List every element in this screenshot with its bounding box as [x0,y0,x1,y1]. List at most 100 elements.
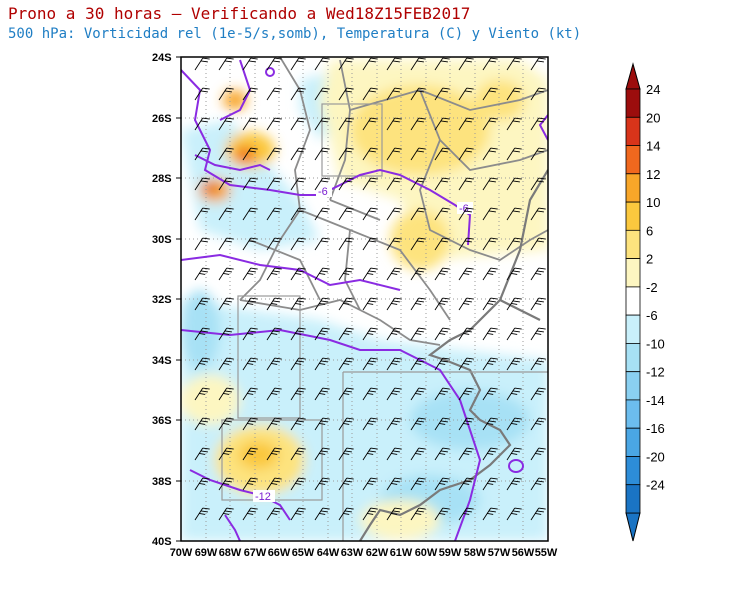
wind-barb [482,297,498,311]
wind-barb [506,327,522,341]
wind-barb [530,417,546,431]
wind-barb [266,237,282,251]
colorbar-label: 2 [646,252,653,267]
wind-barb [434,327,450,341]
wind-barb [530,177,546,191]
wind-barb [386,57,402,71]
wind-barb [362,507,378,521]
wind-barb [458,237,474,251]
wind-barb [314,237,330,251]
wind-barb [482,387,498,401]
wind-barb [506,177,522,191]
lon-label: 68W [219,547,242,559]
wind-barb [290,447,306,461]
wind-barb [194,117,210,131]
wind-barb [506,147,522,161]
colorbar-label: -14 [646,393,665,408]
colorbar-bottom-arrow [625,512,641,542]
wind-barb [290,177,306,191]
wind-barb [506,357,522,371]
wind-barb [314,267,330,281]
wind-barb [458,447,474,461]
wind-barb [482,447,498,461]
wind-barb [266,477,282,491]
colorbar-swatch [625,456,641,486]
wind-barb [290,327,306,341]
wind-barb [266,447,282,461]
wind-barb [314,297,330,311]
wind-barb [530,147,546,161]
colorbar-swatch [625,399,641,429]
lon-label: 56W [512,547,535,559]
wind-barb [290,117,306,131]
wind-barb [362,447,378,461]
lat-label: 24S [152,52,172,64]
wind-barb [338,207,354,221]
wind-barb [266,297,282,311]
wind-barb [266,147,282,161]
wind-barb [506,57,522,71]
lat-label: 34S [152,355,172,367]
coastline [359,169,548,541]
wind-barb [386,147,402,161]
wind-barb [194,207,210,221]
wind-barb [482,117,498,131]
wind-barb [434,267,450,281]
colorbar-label: 10 [646,195,660,210]
lon-label: 65W [292,547,315,559]
wind-barb [194,447,210,461]
lat-label: 26S [152,113,172,125]
wind-barb [266,417,282,431]
wind-barb [482,417,498,431]
lat-label: 36S [152,415,172,427]
wind-barb [530,387,546,401]
wind-barb [338,147,354,161]
wind-barb [458,147,474,161]
wind-barb [290,417,306,431]
wind-barb [482,87,498,101]
wind-barb [266,207,282,221]
wind-barb [338,177,354,191]
colorbar-top-arrow [625,62,641,90]
wind-barb [314,147,330,161]
colorbar-swatch [625,173,641,203]
wind-barb [482,57,498,71]
wind-barb [194,387,210,401]
wind-barb [362,147,378,161]
wind-barb [530,87,546,101]
map-subtitle: 500 hPa: Vorticidad rel (1e-5/s,somb), T… [8,26,582,42]
wind-barb [242,267,258,281]
wind-barb [218,507,234,521]
wind-barb [458,417,474,431]
wind-barb [338,477,354,491]
wind-barb [386,417,402,431]
wind-barb [314,207,330,221]
wind-barb [242,177,258,191]
wind-barb [410,387,426,401]
wind-barb [290,267,306,281]
wind-barb [242,477,258,491]
wind-barb [482,267,498,281]
wind-barb [434,147,450,161]
wind-barb [434,297,450,311]
wind-barb [434,237,450,251]
colorbar-swatch [625,116,641,147]
wind-barb [314,477,330,491]
wind-barb [410,87,426,101]
wind-barb [410,177,426,191]
wind-barb [386,267,402,281]
province-borders [221,103,548,541]
wind-barb [290,87,306,101]
colorbar-swatch [625,88,641,118]
wind-barb [194,507,210,521]
wind-barb [410,447,426,461]
wind-barb [434,117,450,131]
lon-label: 69W [195,547,218,559]
colorbar-swatch [625,229,641,260]
wind-barb [218,117,234,131]
wind-barb [434,177,450,191]
wind-barb [506,507,522,521]
wind-barb [482,357,498,371]
wind-barb [242,207,258,221]
wind-barb [362,57,378,71]
